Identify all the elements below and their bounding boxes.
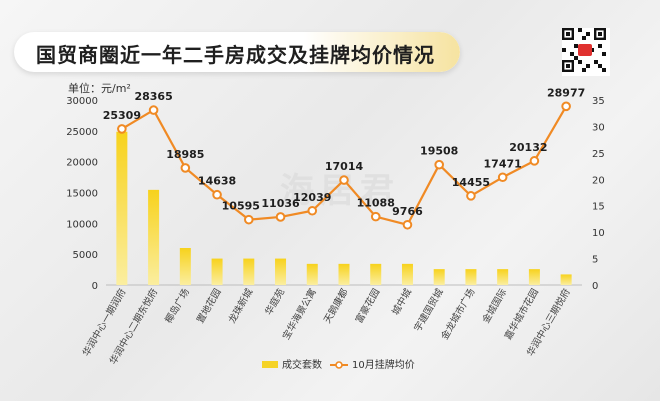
line-point [244, 214, 254, 225]
data-label: 11036 [261, 197, 300, 210]
line-point [561, 101, 571, 112]
line-point [307, 205, 318, 216]
y-right-tick-label: 35 [592, 96, 605, 107]
line-point [497, 172, 508, 183]
bar [497, 269, 509, 285]
bar [338, 263, 350, 285]
y-left-tick-label: 10000 [66, 219, 98, 230]
watermark: 海居君 [280, 171, 400, 211]
bar [116, 131, 128, 285]
x-tick-label: 城中城 [389, 286, 414, 317]
y-right-tick-label: 20 [592, 175, 605, 186]
qr-logo-icon [578, 44, 592, 56]
line-point [275, 212, 286, 222]
line-point [402, 219, 413, 230]
bar [211, 258, 223, 285]
x-tick-label: 龙珠新城 [226, 286, 256, 325]
bar [465, 269, 477, 285]
line-point [466, 191, 476, 201]
legend-label: 10月挂牌均价 [352, 358, 415, 371]
y-right-tick-label: 0 [592, 281, 598, 292]
x-tick-label: 富豪花园 [353, 287, 382, 326]
x-tick-label: 置地花园 [194, 287, 223, 326]
x-tick-label: 宇建国贸城 [412, 286, 446, 334]
x-tick-label: 椰岛广场 [163, 287, 192, 326]
legend-swatch-marker [335, 361, 343, 369]
line-point [529, 156, 540, 166]
line-point [180, 163, 191, 173]
bar [243, 258, 255, 285]
y-left-tick-label: 25000 [66, 127, 98, 138]
data-label: 17014 [325, 160, 364, 173]
y-axis-unit-label: 单位：元/m² [68, 82, 131, 95]
data-label: 14638 [198, 175, 236, 188]
data-label: 18985 [166, 148, 204, 161]
line-point [212, 189, 222, 200]
y-right-tick-label: 30 [592, 122, 605, 133]
data-label: 10595 [222, 200, 260, 213]
bar [370, 263, 382, 285]
y-right-tick-label: 10 [592, 228, 605, 239]
data-label: 28365 [134, 90, 172, 103]
data-label: 11088 [357, 197, 395, 210]
data-label: 25309 [103, 109, 141, 122]
x-tick-label: 华庭苑 [262, 286, 287, 317]
data-label: 20132 [509, 141, 547, 154]
bar [528, 269, 540, 285]
line-point [339, 175, 349, 185]
y-left-tick-label: 0 [92, 281, 98, 292]
x-tick-label: 天鹅康都 [321, 286, 351, 325]
y-right-tick-label: 15 [592, 202, 605, 213]
bar [433, 269, 445, 285]
line-point [434, 159, 445, 170]
qr-code-icon [562, 28, 610, 76]
legend-swatch-bar [262, 361, 278, 368]
y-left-tick-label: 30000 [66, 96, 98, 107]
bar [275, 258, 287, 285]
title-accent [14, 32, 460, 72]
bar [148, 189, 160, 285]
x-tick-label: 金城国际 [480, 286, 510, 325]
data-label: 19508 [420, 145, 458, 158]
data-label: 9766 [392, 205, 423, 218]
data-label: 12039 [293, 191, 331, 204]
y-right-tick-label: 5 [592, 255, 598, 266]
data-label: 17471 [484, 157, 522, 170]
line-point [148, 105, 159, 115]
bar [306, 263, 318, 285]
y-left-tick-label: 20000 [66, 158, 98, 169]
bar [560, 274, 572, 285]
data-label: 28977 [547, 86, 585, 99]
page-title: 国贸商圈近一年二手房成交及挂牌均价情况 [36, 43, 435, 67]
legend-label: 成交套数 [282, 358, 322, 371]
bar [401, 263, 413, 285]
y-left-tick-label: 5000 [73, 250, 98, 261]
title-banner: 国贸商圈近一年二手房成交及挂牌均价情况 [14, 32, 460, 72]
bar [179, 248, 191, 285]
data-label: 14455 [452, 176, 490, 189]
y-left-tick-label: 15000 [66, 189, 98, 200]
line-point [370, 211, 381, 222]
line-point [117, 124, 127, 134]
y-right-tick-label: 25 [592, 149, 605, 160]
